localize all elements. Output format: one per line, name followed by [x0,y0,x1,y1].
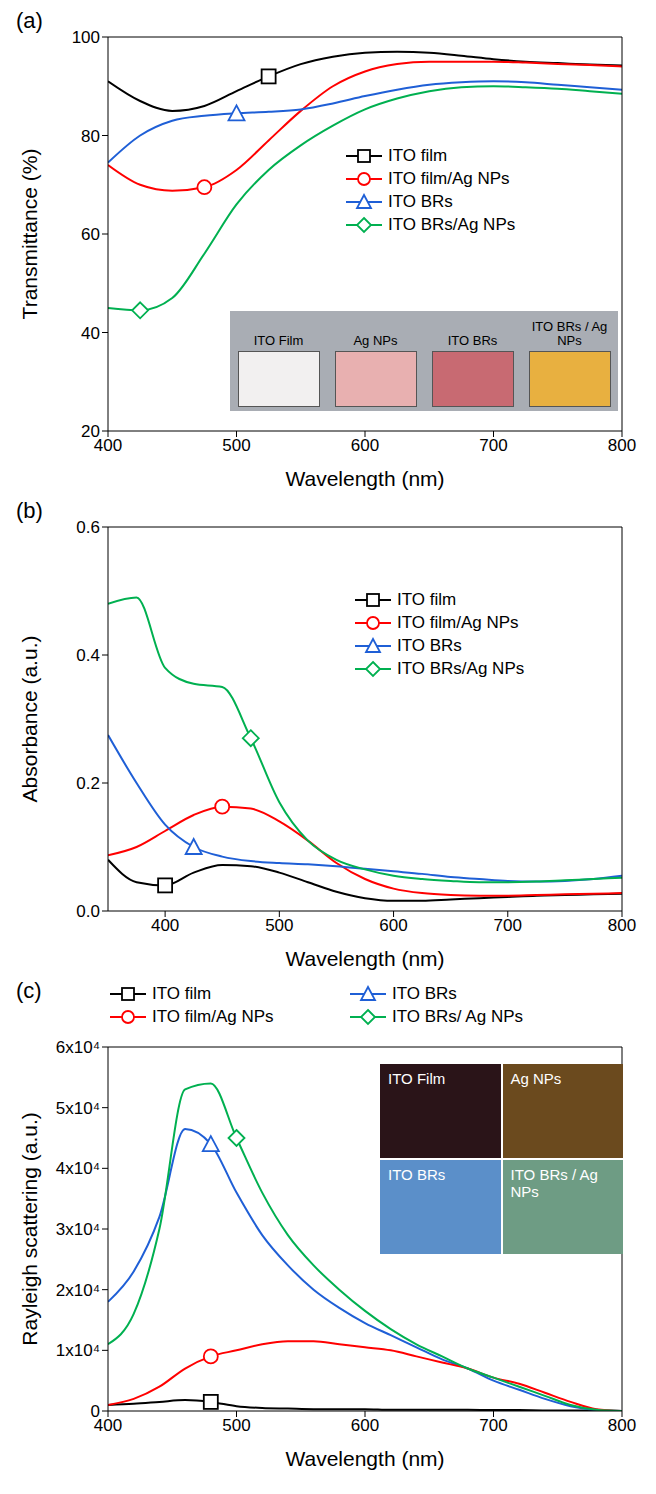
svg-text:5x10⁴: 5x10⁴ [56,1099,100,1118]
svg-text:0.2: 0.2 [76,774,100,793]
html-text:ITO Film: ITO Film [253,333,304,348]
html-text:ITO BRs/ Ag NPs: ITO BRs/ Ag NPs [392,1006,523,1026]
svg-text:Wavelength (nm): Wavelength (nm) [285,467,444,490]
svg-text:700: 700 [479,1416,507,1435]
svg-text:600: 600 [351,1416,379,1435]
svg-text:0.4: 0.4 [76,646,100,665]
html-text:(a): (a) [16,8,43,33]
html-text:ITO BRs: ITO BRs [388,1166,446,1183]
svg-text:0.0: 0.0 [76,902,100,921]
svg-text:800: 800 [608,436,636,455]
html-text:ITO BRs/Ag NPs: ITO BRs/Ag NPs [397,658,525,678]
svg-text:Rayleigh scattering (a.u.): Rayleigh scattering (a.u.) [18,1112,41,1345]
svg-text:700: 700 [479,436,507,455]
svg-text:40: 40 [81,324,100,343]
html-text:ITO BRs: ITO BRs [447,333,498,348]
svg-text:600: 600 [379,916,407,935]
html-text:ITO film/Ag NPs: ITO film/Ag NPs [152,1006,274,1026]
svg-text:0.6: 0.6 [76,518,100,537]
html-text:ITO BRs: ITO BRs [397,635,462,655]
html-text:ITO BRs / Ag NPs: ITO BRs / Ag NPs [510,1166,598,1200]
svg-text:1x10⁴: 1x10⁴ [56,1341,100,1360]
svg-text:80: 80 [81,127,100,146]
svg-text:Transmittance (%): Transmittance (%) [18,149,41,320]
svg-text:4x10⁴: 4x10⁴ [56,1159,100,1178]
svg-text:Absorbance (a.u.): Absorbance (a.u.) [18,636,41,803]
svg-text:500: 500 [222,436,250,455]
svg-text:Wavelength (nm): Wavelength (nm) [285,1447,444,1470]
html-text:Ag NPs: Ag NPs [510,1070,562,1087]
html-text:ITO BRs / Ag NPs: ITO BRs / Ag NPs [531,319,608,348]
html-text:ITO BRs/Ag NPs: ITO BRs/Ag NPs [388,214,516,234]
html-text:(c): (c) [16,978,42,1003]
svg-text:800: 800 [608,1416,636,1435]
svg-text:400: 400 [93,436,123,456]
svg-text:60: 60 [81,225,100,244]
svg-text:3x10⁴: 3x10⁴ [56,1220,100,1239]
html-text:ITO Film: ITO Film [388,1070,446,1087]
html-text:Ag NPs: Ag NPs [353,333,398,348]
svg-text:800: 800 [608,916,636,935]
svg-text:400: 400 [93,1416,123,1436]
html-text:ITO film/Ag NPs: ITO film/Ag NPs [397,612,519,632]
svg-text:600: 600 [351,436,379,455]
svg-text:6x10⁴: 6x10⁴ [56,1038,100,1057]
html-text:ITO BRs: ITO BRs [388,191,453,211]
html-text:ITO film: ITO film [397,589,457,609]
svg-text:Wavelength (nm): Wavelength (nm) [285,947,444,970]
html-text:(b): (b) [16,498,43,523]
svg-text:500: 500 [265,916,293,935]
html-text:ITO film: ITO film [388,145,448,165]
svg-text:100: 100 [72,28,100,47]
svg-text:500: 500 [222,1416,250,1435]
html-text:ITO film/Ag NPs: ITO film/Ag NPs [388,168,510,188]
html-text:ITO film: ITO film [152,983,212,1003]
svg-text:700: 700 [494,916,522,935]
svg-text:2x10⁴: 2x10⁴ [56,1281,100,1300]
html-text:ITO BRs: ITO BRs [392,983,457,1003]
svg-text:0: 0 [91,1402,100,1421]
svg-text:400: 400 [151,916,179,935]
svg-text:20: 20 [81,422,100,441]
